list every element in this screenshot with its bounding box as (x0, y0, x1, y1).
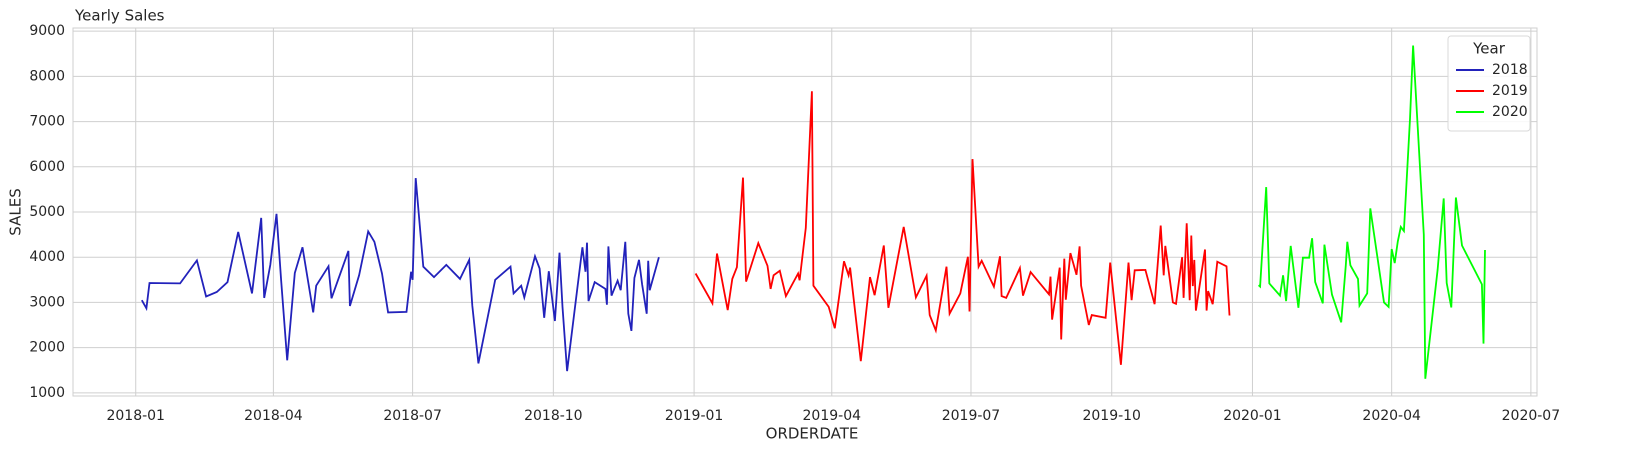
legend-box (1447, 35, 1531, 132)
lines (141, 45, 1486, 379)
x-tick-label: 2019-01 (665, 408, 724, 424)
y-tick-label: 1000 (29, 385, 65, 401)
x-tick-label: 2020-07 (1502, 408, 1561, 424)
x-tick-label: 2018-10 (524, 408, 583, 424)
y-tick-label: 8000 (29, 68, 65, 84)
legend-title: Year (1472, 40, 1506, 58)
y-tick-label: 9000 (29, 23, 65, 39)
legend-label: 2020 (1492, 104, 1528, 120)
x-tick-label: 2018-04 (244, 408, 303, 424)
x-axis-label: ORDERDATE (766, 425, 859, 443)
y-tick-label: 7000 (29, 114, 65, 130)
y-tick-label: 2000 (29, 340, 65, 356)
x-tick-label: 2020-01 (1223, 408, 1282, 424)
legend: Year 2018 2019 2020 (1447, 35, 1531, 132)
legend-label: 2019 (1492, 83, 1528, 99)
y-tick-label: 5000 (29, 204, 65, 220)
legend-label: 2018 (1492, 62, 1528, 78)
chart-title: Yearly Sales (74, 7, 165, 25)
x-tick-label: 2019-07 (942, 408, 1001, 424)
y-tick-label: 6000 (29, 159, 65, 175)
x-tick-label: 2019-04 (803, 408, 862, 424)
x-tick-label: 2020-04 (1362, 408, 1421, 424)
x-tick-label: 2018-01 (106, 408, 165, 424)
y-tick-label: 4000 (29, 249, 65, 265)
y-tick-label: 3000 (29, 294, 65, 310)
y-axis-label: SALES (7, 188, 25, 235)
grid (73, 28, 1537, 396)
series-line (694, 91, 1231, 365)
series-line (141, 178, 660, 372)
x-tick-label: 2019-10 (1082, 408, 1141, 424)
series-line (1257, 45, 1486, 379)
x-tick-label: 2018-07 (383, 408, 442, 424)
